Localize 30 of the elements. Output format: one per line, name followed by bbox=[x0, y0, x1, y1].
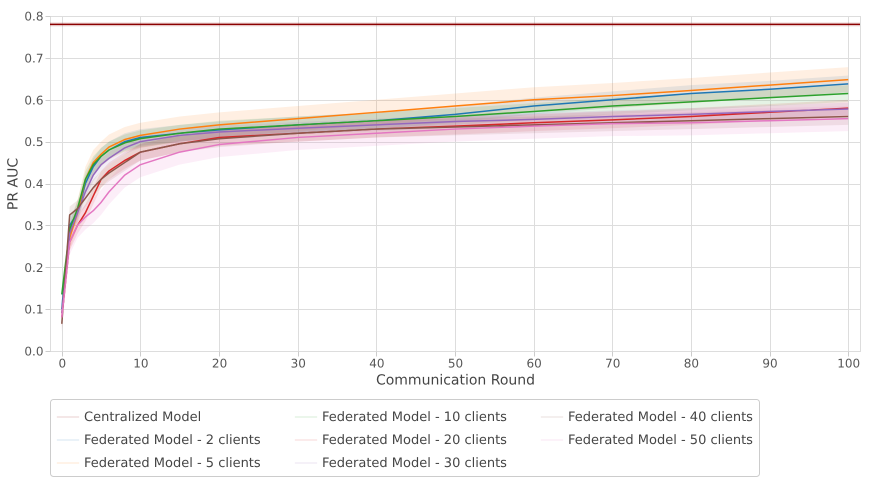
y-tick-label: 0.5 bbox=[24, 135, 44, 150]
x-tick-label: 50 bbox=[448, 356, 464, 370]
x-tick-label: 10 bbox=[133, 356, 149, 370]
legend-label: Federated Model - 20 clients bbox=[322, 433, 508, 448]
legend-label: Centralized Model bbox=[84, 410, 202, 425]
x-axis-title: Communication Round bbox=[376, 372, 536, 388]
x-tick-label: 0 bbox=[58, 356, 66, 370]
x-tick-label: 40 bbox=[369, 356, 384, 370]
x-tick-label: 90 bbox=[762, 356, 778, 370]
legend-label: Federated Model - 5 clients bbox=[84, 456, 261, 471]
legend-label: Federated Model - 10 clients bbox=[322, 410, 508, 425]
y-tick-label: 0.0 bbox=[24, 344, 44, 358]
legend-label: Federated Model - 40 clients bbox=[568, 410, 754, 425]
y-tick-label: 0.2 bbox=[24, 260, 44, 275]
x-tick-label: 100 bbox=[837, 356, 860, 370]
x-tick-label: 70 bbox=[605, 356, 620, 370]
x-tick-label: 80 bbox=[684, 356, 700, 370]
x-tick-label: 30 bbox=[290, 356, 306, 370]
y-tick-label: 0.7 bbox=[24, 51, 44, 66]
x-tick-label: 20 bbox=[212, 356, 228, 370]
y-tick-label: 0.1 bbox=[24, 302, 44, 317]
y-tick-label: 0.6 bbox=[24, 93, 44, 108]
y-axis-title: PR AUC bbox=[5, 158, 22, 210]
legend-label: Federated Model - 50 clients bbox=[568, 433, 754, 448]
legend-label: Federated Model - 30 clients bbox=[322, 456, 508, 471]
y-tick-label: 0.8 bbox=[24, 10, 44, 24]
y-tick-label: 0.3 bbox=[24, 218, 44, 233]
x-tick-label: 60 bbox=[526, 356, 542, 370]
legend-label: Federated Model - 2 clients bbox=[84, 433, 261, 448]
y-tick-label: 0.4 bbox=[24, 177, 44, 191]
